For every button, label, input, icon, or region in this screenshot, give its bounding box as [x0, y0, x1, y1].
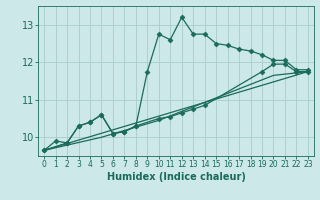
X-axis label: Humidex (Indice chaleur): Humidex (Indice chaleur)	[107, 172, 245, 182]
